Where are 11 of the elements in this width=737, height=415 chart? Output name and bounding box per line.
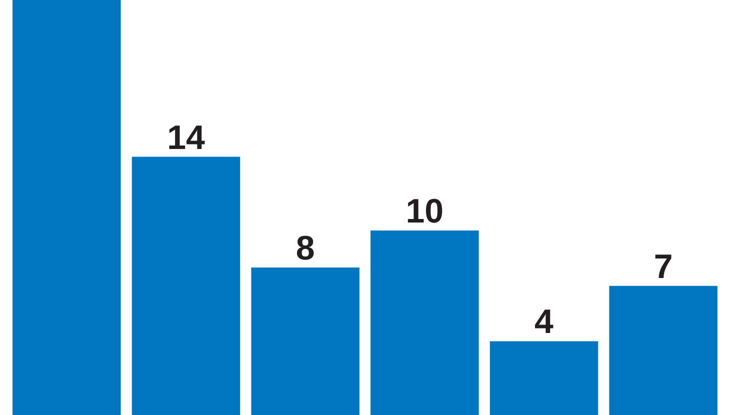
data-label: 4 [534,303,554,342]
data-label: 8 [296,229,315,268]
bar [251,267,360,415]
bar [12,0,121,415]
data-label: 14 [167,118,205,157]
data-label: 7 [654,248,673,286]
bar [370,230,479,415]
bar [609,286,718,415]
data-label: 10 [406,192,444,231]
bar [132,156,240,415]
bar [490,341,598,415]
